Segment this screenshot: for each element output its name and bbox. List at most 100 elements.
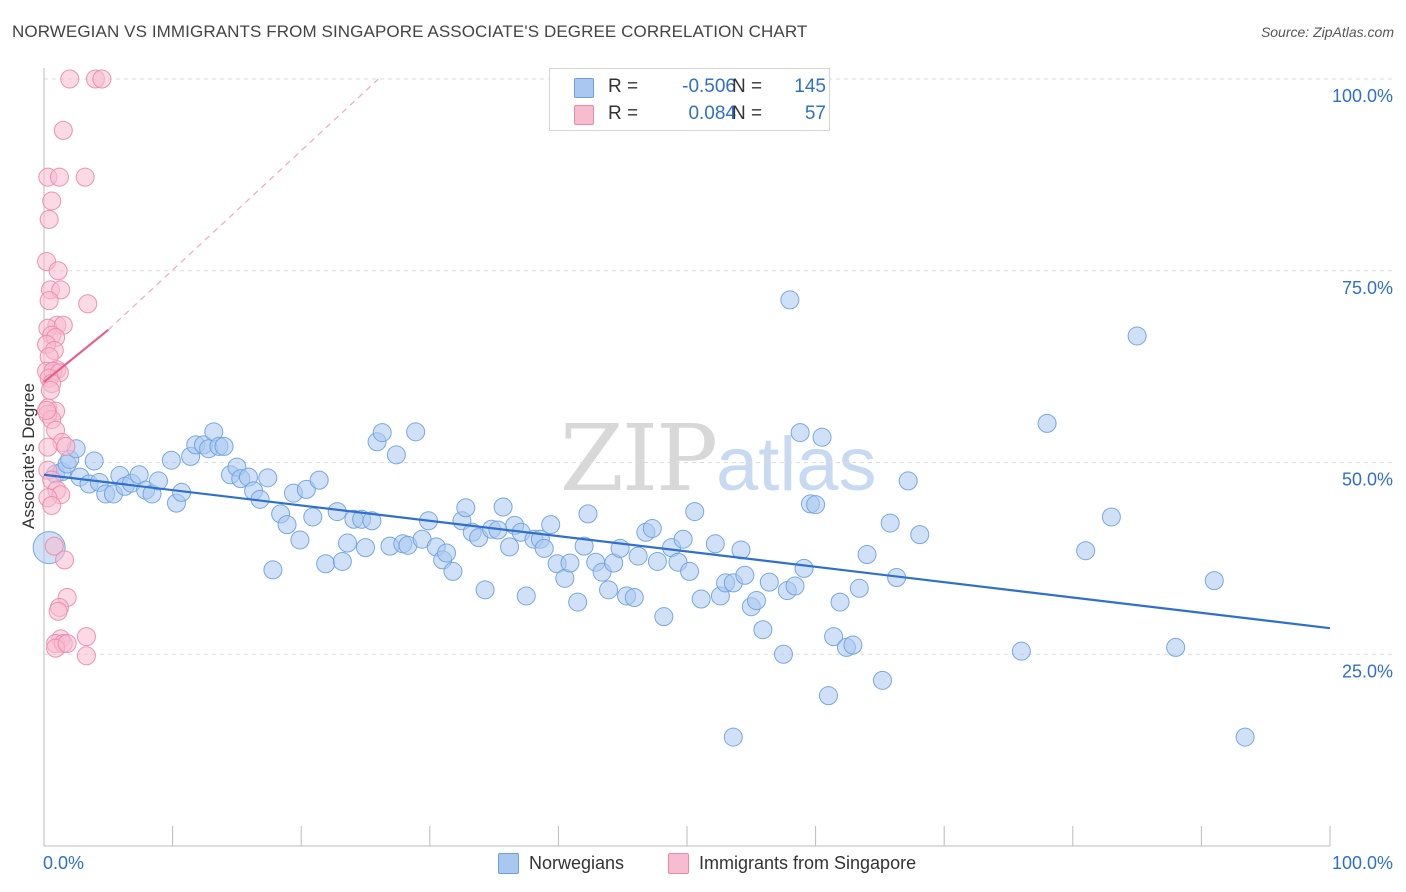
point-norwegians xyxy=(910,525,930,545)
watermark-zip: ZIP xyxy=(560,405,716,512)
point-norwegians xyxy=(277,515,297,535)
bottom-legend-label-norwegians: Norwegians xyxy=(529,853,625,873)
y-tick-label: 75.0% xyxy=(1342,278,1393,298)
point-norwegians xyxy=(642,518,662,538)
point-norwegians xyxy=(794,558,814,578)
point-norwegians xyxy=(1101,507,1121,527)
point-norwegians xyxy=(362,511,382,531)
point-norwegians xyxy=(1037,413,1057,433)
point-norwegians xyxy=(624,587,644,607)
point-norwegians xyxy=(785,576,805,596)
point-norwegians xyxy=(849,578,869,598)
point-singapore xyxy=(76,646,96,666)
correlation-legend: R = -0.506 N = 145 R = 0.084 N = 57 xyxy=(549,68,830,131)
point-norwegians xyxy=(568,592,588,612)
point-norwegians xyxy=(386,445,406,465)
point-norwegians xyxy=(843,635,863,655)
point-singapore xyxy=(57,634,77,654)
point-singapore xyxy=(37,400,57,420)
point-norwegians xyxy=(560,553,580,573)
point-norwegians xyxy=(830,592,850,612)
point-norwegians xyxy=(628,546,648,566)
legend-n-label: N = xyxy=(732,76,763,97)
legend-swatch-norwegians xyxy=(574,78,594,98)
point-norwegians xyxy=(332,551,352,571)
point-norwegians xyxy=(1204,571,1224,591)
point-singapore xyxy=(38,437,58,457)
point-singapore xyxy=(42,191,62,211)
point-norwegians xyxy=(493,497,513,517)
point-norwegians xyxy=(654,607,674,627)
bottom-legend-swatch-norwegians xyxy=(498,853,519,874)
point-norwegians xyxy=(790,423,810,443)
point-singapore xyxy=(75,167,95,187)
point-norwegians xyxy=(475,580,495,600)
point-norwegians xyxy=(1127,326,1147,346)
point-singapore xyxy=(48,601,68,621)
point-norwegians xyxy=(516,586,536,606)
point-singapore xyxy=(39,209,59,229)
point-norwegians xyxy=(541,515,561,535)
chart-title: NORWEGIAN VS IMMIGRANTS FROM SINGAPORE A… xyxy=(12,22,808,41)
trendline-norwegians xyxy=(43,473,1331,630)
point-singapore xyxy=(60,69,80,89)
legend-n-value-singapore: 57 xyxy=(804,103,826,124)
legend-r-label: R = xyxy=(608,103,639,124)
x-tick-label: 100.0% xyxy=(1332,853,1393,873)
point-norwegians xyxy=(84,451,104,471)
point-norwegians xyxy=(773,644,793,664)
point-norwegians xyxy=(296,479,316,499)
point-norwegians xyxy=(753,620,773,640)
point-norwegians xyxy=(735,565,755,585)
point-norwegians xyxy=(290,530,310,550)
point-norwegians xyxy=(303,507,323,527)
point-norwegians xyxy=(1166,637,1186,657)
point-norwegians xyxy=(898,471,918,491)
point-norwegians xyxy=(500,537,520,557)
point-norwegians xyxy=(857,545,877,565)
point-singapore xyxy=(55,550,75,570)
point-singapore xyxy=(78,294,98,314)
point-norwegians xyxy=(443,561,463,581)
point-norwegians xyxy=(599,580,619,600)
point-norwegians xyxy=(1011,641,1031,661)
point-norwegians xyxy=(148,471,168,491)
point-singapore xyxy=(53,120,73,140)
point-norwegians xyxy=(872,670,892,690)
point-norwegians xyxy=(337,533,357,553)
point-singapore xyxy=(40,380,60,400)
point-norwegians xyxy=(214,436,234,456)
point-norwegians xyxy=(309,470,329,490)
point-norwegians xyxy=(806,495,826,515)
trendline-singapore xyxy=(43,328,109,383)
point-norwegians xyxy=(680,561,700,581)
point-norwegians xyxy=(534,538,554,558)
point-singapore xyxy=(39,291,59,311)
point-singapore xyxy=(56,436,76,456)
point-norwegians xyxy=(1076,541,1096,561)
point-norwegians xyxy=(673,529,693,549)
trendline-singapore-extension xyxy=(107,78,379,331)
bottom-legend-label-singapore: Immigrants from Singapore xyxy=(699,853,917,873)
point-norwegians xyxy=(812,427,832,447)
point-singapore xyxy=(76,627,96,647)
point-norwegians xyxy=(161,450,181,470)
y-axis-label: Associate's Degree xyxy=(19,383,38,529)
point-norwegians xyxy=(1235,727,1255,747)
y-tick-label: 100.0% xyxy=(1332,86,1393,106)
point-singapore xyxy=(44,536,64,556)
legend-r-value-singapore: 0.084 xyxy=(688,103,736,124)
point-norwegians xyxy=(759,572,779,592)
point-norwegians xyxy=(705,534,725,554)
point-norwegians xyxy=(647,551,667,571)
point-norwegians xyxy=(456,498,476,518)
point-norwegians xyxy=(406,422,426,442)
point-norwegians xyxy=(780,290,800,310)
point-norwegians xyxy=(316,554,336,574)
point-norwegians xyxy=(746,591,766,611)
point-singapore xyxy=(42,495,62,515)
legend-swatch-singapore xyxy=(574,105,594,125)
point-norwegians xyxy=(824,627,844,647)
legend-r-label: R = xyxy=(608,76,639,97)
